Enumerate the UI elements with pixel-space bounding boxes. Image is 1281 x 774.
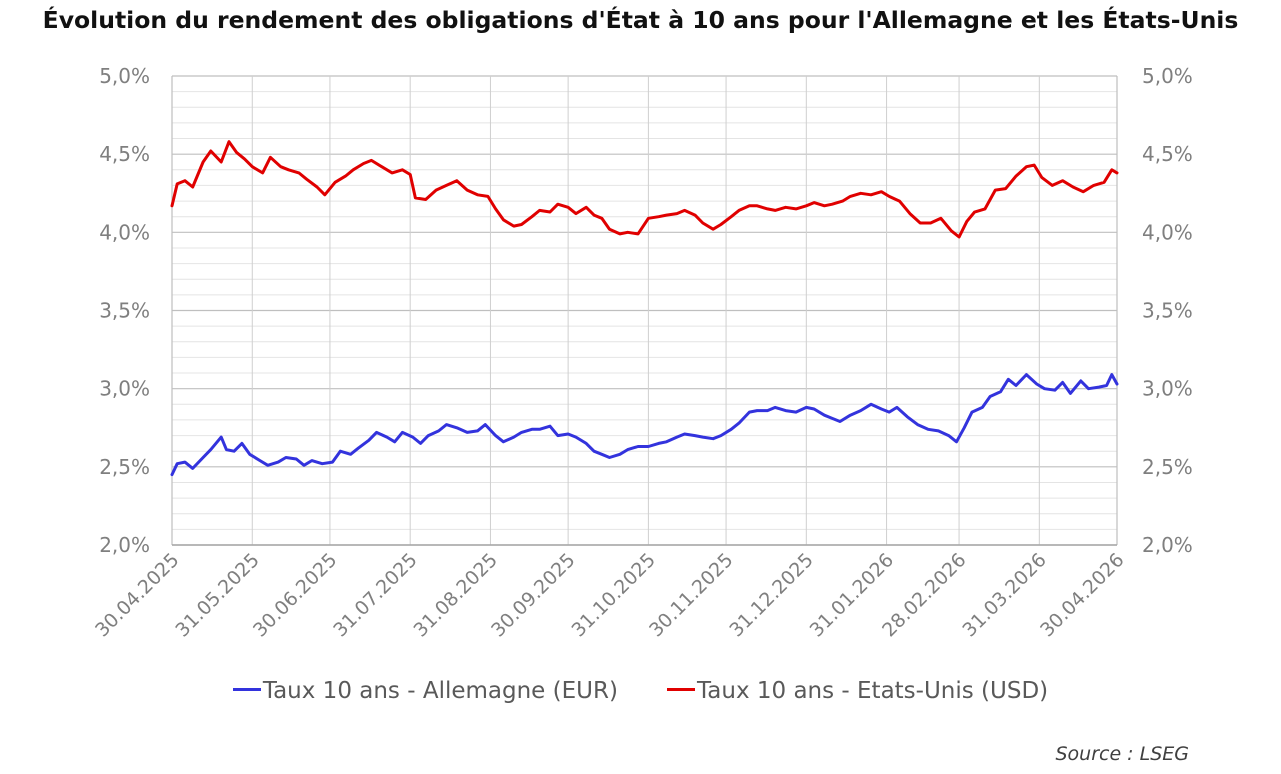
y-tick-label-left: 5,0%: [99, 64, 150, 88]
y-tick-label-right: 4,0%: [1142, 220, 1193, 244]
y-tick-label-left: 2,0%: [99, 533, 150, 557]
legend-swatch-usa: [667, 688, 696, 691]
legend-item-usa: Taux 10 ans - Etats-Unis (USD): [667, 678, 1048, 704]
chart-title: Évolution du rendement des obligations d…: [42, 6, 1239, 34]
y-tick-label-right: 4,5%: [1142, 142, 1193, 166]
x-axis-labels: 30.04.202531.05.202530.06.202531.07.2025…: [91, 549, 1128, 641]
legend-swatch-germany: [232, 688, 261, 691]
x-tick-label: 31.07.2025: [329, 549, 421, 641]
y-tick-label-right: 2,5%: [1142, 455, 1193, 479]
y-tick-label-left: 3,5%: [99, 299, 150, 323]
series-line-usa: [170, 140, 1119, 239]
source-note: Source : LSEG: [1055, 743, 1189, 765]
legend-item-germany: Taux 10 ans - Allemagne (EUR): [232, 678, 618, 704]
x-tick-label: 30.09.2025: [487, 549, 579, 641]
x-tick-label: 30.04.2026: [1036, 549, 1128, 641]
y-tick-label-left: 4,0%: [99, 220, 150, 244]
legend-label-germany: Taux 10 ans - Allemagne (EUR): [262, 678, 618, 704]
y-tick-label-right: 5,0%: [1142, 64, 1193, 88]
y-tick-label-right: 2,0%: [1142, 533, 1193, 557]
y-axis-right-labels: 2,0% 2,5% 3,0% 3,5% 4,0% 4,5% 5,0%: [1142, 64, 1193, 557]
y-axis-left-labels: 2,0% 2,5% 3,0% 3,5% 4,0% 4,5% 5,0%: [99, 64, 150, 557]
y-tick-label-left: 3,0%: [99, 377, 150, 401]
y-tick-label-right: 3,5%: [1142, 299, 1193, 323]
x-tick-label: 30.04.2025: [91, 549, 183, 641]
gridlines: [171, 75, 1118, 546]
legend-label-usa: Taux 10 ans - Etats-Unis (USD): [697, 678, 1049, 704]
y-tick-label-right: 3,0%: [1142, 377, 1193, 401]
series-line-germany: [170, 373, 1119, 477]
y-tick-label-left: 2,5%: [99, 455, 150, 479]
x-tick-label: 30.11.2025: [645, 549, 737, 641]
series-lines: [170, 140, 1119, 477]
legend: Taux 10 ans - Allemagne (EUR) Taux 10 an…: [0, 678, 1281, 704]
x-tick-label: 30.06.2025: [249, 549, 341, 641]
x-tick-label: 31.12.2025: [725, 549, 817, 641]
y-tick-label-left: 4,5%: [99, 142, 150, 166]
axes: [171, 76, 1118, 546]
